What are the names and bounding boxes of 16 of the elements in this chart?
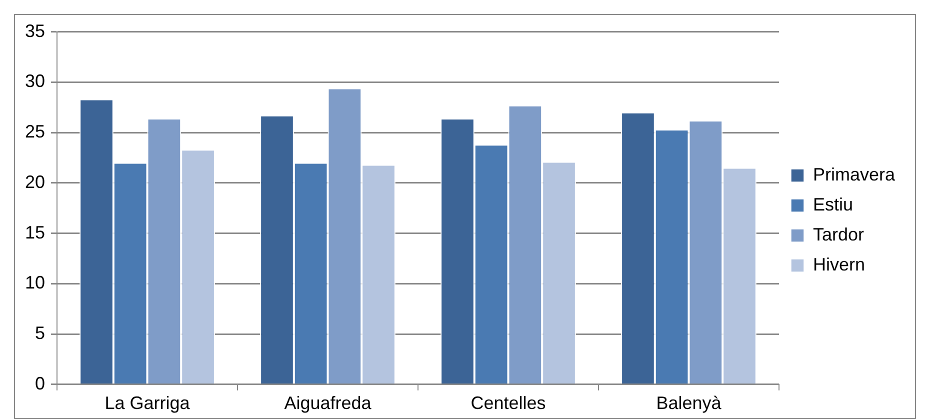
legend-label: Tardor [812, 224, 864, 244]
y-tick-label: 0 [35, 373, 46, 394]
y-tick-label: 25 [24, 122, 46, 142]
x-tick-label: Centelles [470, 393, 546, 414]
y-tick-label: 20 [24, 172, 46, 192]
y-tick-label: 30 [24, 71, 46, 92]
y-tick-label: 35 [24, 20, 46, 41]
y-tick-label: 10 [24, 272, 46, 293]
x-tick-label: Balenyà [656, 393, 722, 414]
x-tick-label: La Garriga [104, 393, 191, 414]
legend-label: Primavera [812, 164, 896, 184]
legend-label: Hivern [812, 254, 865, 274]
y-tick-label: 15 [24, 222, 46, 242]
y-tick-label: 5 [35, 322, 46, 343]
legend-label: Estiu [812, 194, 854, 214]
x-tick-label: Aiguafreda [284, 393, 372, 414]
